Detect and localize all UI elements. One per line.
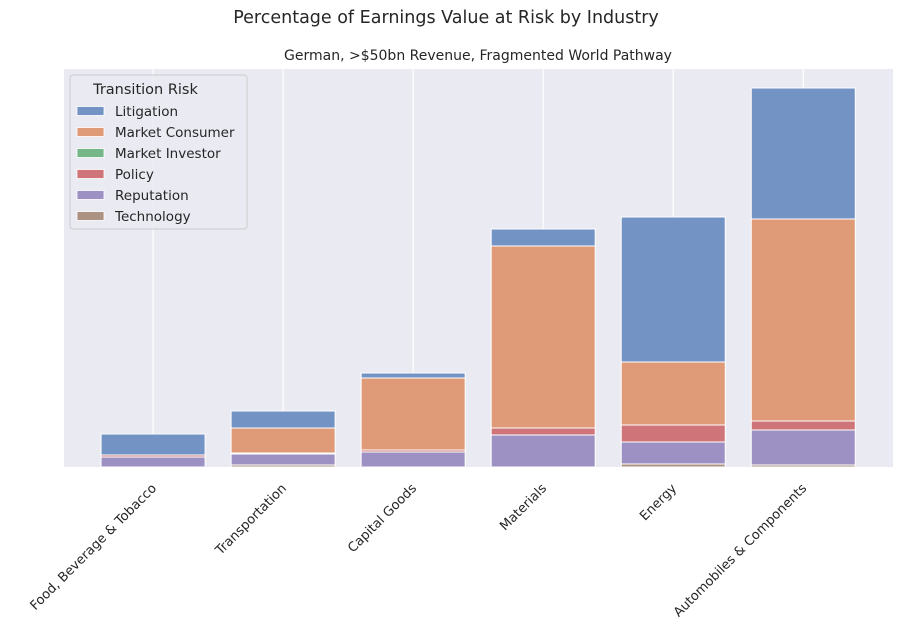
legend-title: Transition Risk — [92, 82, 198, 98]
x-tick-label: Automobiles & Components — [671, 481, 810, 620]
bar-stack — [620, 216, 726, 468]
bar-segment-reputation — [100, 456, 206, 468]
x-tick-label: Materials — [497, 481, 550, 534]
bar-segment-litigation — [750, 87, 856, 220]
bar-segment-policy — [620, 424, 726, 443]
x-tick-label: Food, Beverage & Tobacco — [28, 481, 160, 613]
legend: Transition Risk Litigation Market Consume… — [69, 74, 248, 230]
bar-segment-market-consumer — [750, 218, 856, 422]
bar-segment-market-consumer — [490, 245, 596, 429]
bar-stack — [230, 410, 336, 468]
bar-stack — [100, 433, 206, 468]
bar-segment-policy — [490, 427, 596, 436]
chart-title: Percentage of Earnings Value at Risk by … — [233, 8, 659, 28]
legend-label-reputation: Reputation — [115, 188, 189, 204]
x-tick-label: Energy — [637, 481, 680, 524]
x-tick-labels: Food, Beverage & Tobacco Transportation Ca… — [28, 481, 811, 620]
legend-label-litigation: Litigation — [115, 104, 178, 120]
bar-stack — [750, 87, 856, 468]
bar-segment-litigation — [100, 433, 206, 456]
legend-box — [69, 74, 248, 230]
x-tick-label: Capital Goods — [345, 481, 420, 556]
legend-swatch-litigation — [76, 106, 105, 116]
legend-swatch-policy — [76, 169, 105, 179]
bar-segment-policy — [750, 420, 856, 431]
bar-segment-market-consumer — [620, 361, 726, 426]
bar-segment-reputation — [360, 451, 466, 468]
bar-segment-market-consumer — [360, 377, 466, 451]
bar-segment-reputation — [230, 453, 336, 466]
bar-segment-litigation — [230, 410, 336, 429]
bar-segment-reputation — [620, 441, 726, 465]
bar-segment-reputation — [490, 434, 596, 468]
legend-swatch-technology — [76, 211, 105, 221]
legend-swatch-market-consumer — [76, 127, 105, 137]
legend-swatch-reputation — [76, 190, 105, 200]
x-tick-label: Transportation — [212, 481, 290, 559]
bar-stack — [360, 372, 466, 468]
legend-swatch-market-investor — [76, 148, 105, 158]
chart-subtitle: German, >$50bn Revenue, Fragmented World… — [284, 48, 672, 64]
bar-segment-litigation — [490, 228, 596, 247]
bar-segment-reputation — [750, 429, 856, 466]
bar-segment-market-consumer — [230, 427, 336, 454]
bar-segment-litigation — [620, 216, 726, 363]
legend-label-policy: Policy — [115, 167, 154, 183]
bars — [100, 87, 856, 468]
legend-label-technology: Technology — [114, 209, 191, 225]
bar-stack — [490, 228, 596, 468]
legend-label-market-investor: Market Investor — [115, 146, 221, 162]
legend-label-market-consumer: Market Consumer — [115, 125, 235, 141]
bar-segment-litigation — [360, 372, 466, 379]
